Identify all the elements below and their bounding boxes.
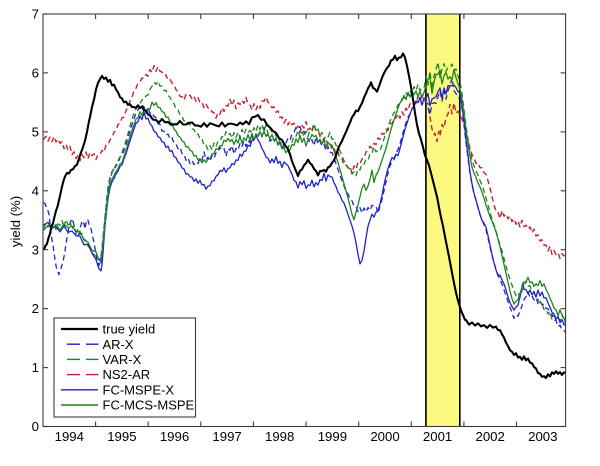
svg-text:1994: 1994 [55,429,84,444]
svg-text:1998: 1998 [265,429,294,444]
svg-text:FC-MCS-MSPE: FC-MCS-MSPE [103,398,195,413]
svg-text:2000: 2000 [370,429,399,444]
svg-text:1: 1 [32,360,39,375]
svg-text:VAR-X: VAR-X [103,352,142,367]
svg-text:1996: 1996 [160,429,189,444]
svg-text:true yield: true yield [103,322,156,337]
svg-text:1995: 1995 [107,429,136,444]
svg-text:NS2-AR: NS2-AR [103,367,151,382]
svg-text:4: 4 [32,183,39,198]
svg-text:2001: 2001 [423,429,452,444]
svg-text:7: 7 [32,7,39,22]
svg-text:1997: 1997 [212,429,241,444]
svg-text:2: 2 [32,301,39,316]
svg-text:5: 5 [32,125,39,140]
svg-text:1999: 1999 [318,429,347,444]
svg-text:0: 0 [32,419,39,434]
svg-text:FC-MSPE-X: FC-MSPE-X [103,382,175,397]
svg-text:yield (%): yield (%) [8,196,23,247]
svg-text:AR-X: AR-X [103,337,134,352]
svg-text:2003: 2003 [528,429,557,444]
svg-text:2002: 2002 [476,429,505,444]
svg-text:6: 6 [32,66,39,81]
svg-text:3: 3 [32,242,39,257]
